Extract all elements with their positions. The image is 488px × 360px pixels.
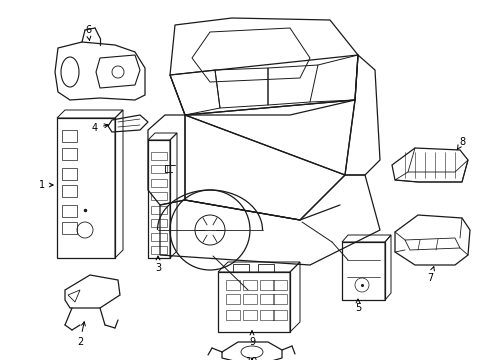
Text: 1: 1 [39, 180, 53, 190]
Text: 6: 6 [85, 25, 91, 41]
Text: 3: 3 [155, 256, 161, 273]
Text: 5: 5 [354, 299, 360, 313]
Text: 8: 8 [456, 137, 464, 150]
Text: 9: 9 [248, 331, 255, 347]
Text: 10: 10 [245, 357, 258, 360]
Text: 4: 4 [92, 123, 108, 133]
Text: 7: 7 [426, 267, 433, 283]
Text: 2: 2 [77, 322, 85, 347]
